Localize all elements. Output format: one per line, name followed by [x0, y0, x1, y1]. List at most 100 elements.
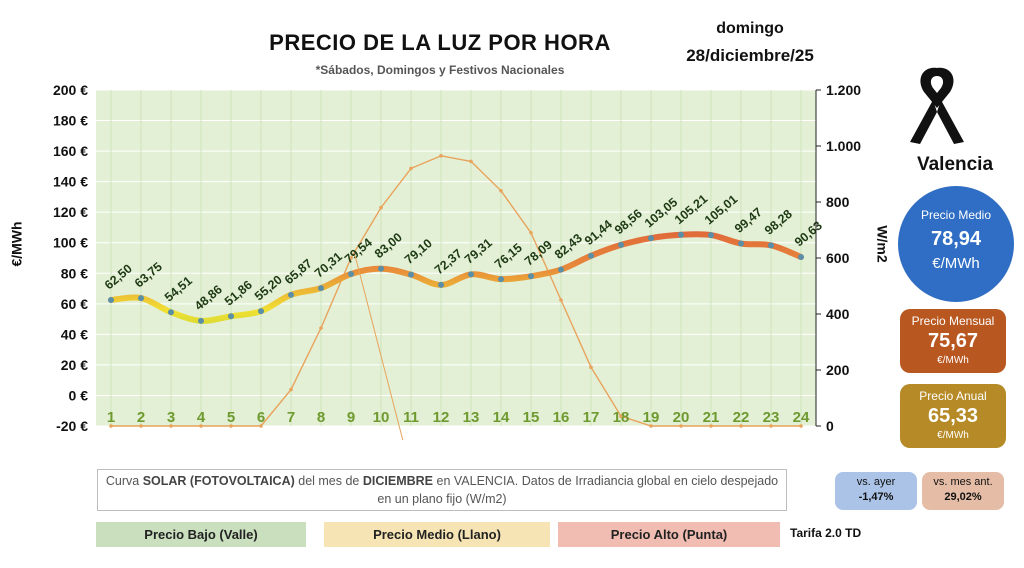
price-point [468, 271, 474, 278]
monthly-price-badge: Precio Mensual 75,67 €/MWh [900, 309, 1006, 373]
monthly-price-value: 75,67 [927, 330, 979, 352]
left-tick-label: 180 € [53, 113, 88, 129]
date-label: 28/diciembre/25 [686, 46, 814, 65]
x-tick-label: 18 [613, 409, 630, 426]
note-text-2: del mes de [294, 474, 363, 488]
chart-title: PRECIO DE LA LUZ POR HORA [269, 30, 611, 55]
left-tick-label: 100 € [53, 235, 88, 251]
vs-prev-month-value: 29,02% [944, 491, 982, 503]
note-bold-solar: SOLAR (FOTOVOLTAICA) [142, 474, 295, 488]
vs-yesterday-badge: vs. ayer -1,47% [835, 472, 917, 510]
price-point [378, 265, 384, 272]
city-label: Valencia [916, 154, 994, 175]
x-tick-label: 12 [433, 409, 450, 426]
x-tick-label: 3 [167, 409, 175, 426]
price-point [528, 273, 534, 280]
x-tick-label: 23 [763, 409, 780, 426]
x-tick-label: 15 [523, 409, 540, 426]
solar-curve-line [111, 155, 801, 427]
solar-point [409, 166, 413, 171]
note-bold-month: DICIEMBRE [362, 474, 434, 488]
annual-price-badge: Precio Anual 65,33 €/MWh [900, 384, 1006, 448]
x-tick-label: 7 [287, 409, 295, 426]
solar-point [529, 231, 533, 235]
price-point [318, 285, 324, 292]
monthly-price-label: Precio Mensual [911, 314, 995, 328]
solar-curve-note: Curva SOLAR (FOTOVOLTAICA) del mes de DI… [97, 469, 787, 511]
vs-prev-month-badge: vs. mes ant. 29,02% [922, 472, 1004, 510]
price-point [168, 309, 174, 316]
price-chart: 62,5063,7554,5148,8651,8655,2065,8770,31… [53, 82, 861, 440]
solar-point [169, 424, 173, 428]
average-price-unit: €/MWh [932, 255, 980, 272]
x-tick-label: 11 [403, 409, 419, 426]
price-point [138, 295, 144, 302]
x-tick-label: 4 [197, 409, 206, 426]
price-point [108, 297, 114, 303]
solar-point [109, 424, 113, 428]
solar-point [349, 256, 353, 260]
price-point [708, 232, 714, 239]
price-point [738, 240, 744, 247]
solar-point [679, 424, 683, 428]
average-price-label: Precio Medio [920, 208, 992, 222]
right-tick-label: 400 [826, 306, 850, 322]
left-tick-label: 40 € [61, 326, 88, 342]
solar-point [799, 424, 803, 428]
price-point [198, 317, 204, 324]
monthly-price-unit: €/MWh [937, 355, 969, 366]
price-point [438, 281, 444, 288]
right-tick-label: 1.000 [826, 138, 861, 154]
legend-low-price: Precio Bajo (Valle) [96, 522, 306, 547]
x-tick-label: 5 [227, 409, 235, 426]
solar-point [139, 424, 143, 428]
solar-point [499, 189, 503, 193]
x-tick-label: 16 [553, 409, 570, 426]
price-point [678, 231, 684, 238]
solar-point [709, 424, 713, 428]
solar-point [199, 424, 203, 428]
solar-point [379, 205, 383, 210]
vs-prev-month-label: vs. mes ant. [933, 476, 993, 488]
price-point [258, 308, 264, 315]
solar-point [319, 326, 323, 330]
right-tick-label: 200 [826, 362, 850, 378]
x-tick-label: 1 [107, 409, 115, 426]
left-tick-label: 60 € [61, 296, 88, 312]
tariff-label: Tarifa 2.0 TD [790, 526, 862, 540]
x-tick-label: 22 [733, 409, 750, 426]
left-tick-label: 140 € [53, 174, 88, 190]
price-point [408, 271, 414, 278]
vs-yesterday-label: vs. ayer [856, 476, 896, 488]
average-price-value: 78,94 [930, 228, 982, 250]
right-tick-label: 0 [826, 418, 834, 434]
solar-point [649, 424, 653, 428]
note-text-3: en VALENCIA. Datos de Irradiancia global… [377, 474, 779, 506]
note-text-1: Curva [105, 474, 143, 488]
legend-mid-price: Precio Medio (Llano) [324, 522, 550, 547]
x-tick-label: 20 [673, 409, 690, 426]
mourning-ribbon-icon [910, 67, 964, 144]
solar-point [739, 424, 743, 428]
right-tick-label: 1.200 [826, 82, 861, 98]
right-tick-label: 600 [826, 250, 850, 266]
price-point [348, 270, 354, 277]
solar-point [259, 424, 263, 428]
price-point [228, 313, 234, 320]
price-point [798, 254, 804, 261]
x-tick-label: 8 [317, 409, 325, 426]
chart-subtitle: *Sábados, Domingos y Festivos Nacionales [315, 63, 565, 77]
solar-point [439, 154, 443, 158]
price-point [558, 266, 564, 273]
solar-point [769, 424, 773, 428]
right-tick-label: 800 [826, 194, 850, 210]
day-of-week: domingo [716, 20, 784, 37]
x-tick-label: 2 [137, 409, 145, 426]
plot-background [96, 90, 816, 426]
x-tick-label: 17 [583, 409, 600, 426]
note-callout-line [354, 255, 404, 440]
x-tick-label: 24 [793, 409, 810, 426]
left-tick-label: 160 € [53, 143, 88, 159]
left-tick-label: -20 € [56, 418, 88, 434]
price-point [618, 241, 624, 248]
